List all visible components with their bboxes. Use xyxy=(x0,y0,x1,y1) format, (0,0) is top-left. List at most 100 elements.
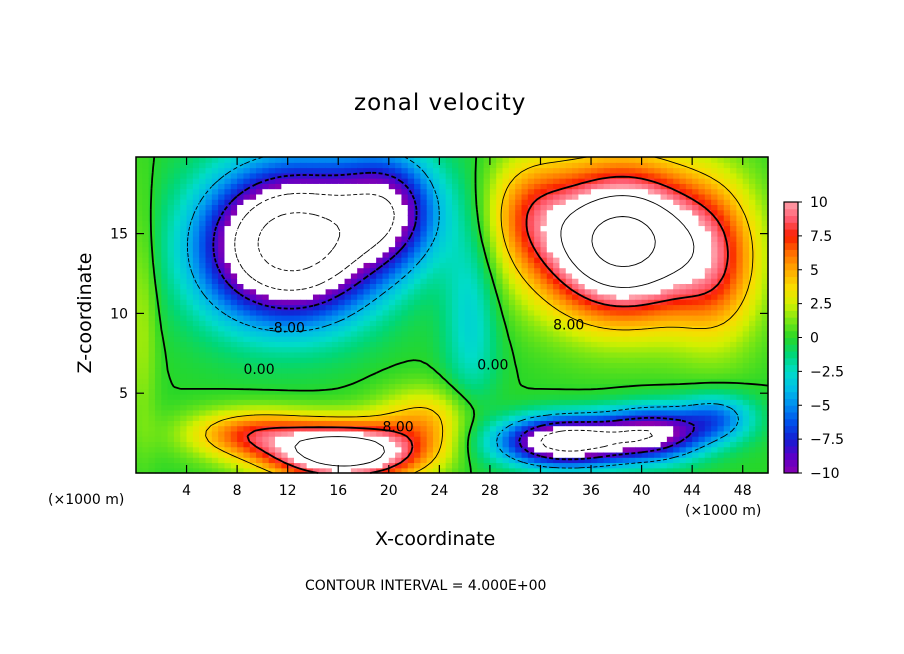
heatmap-cell xyxy=(496,246,504,253)
heatmap-cell xyxy=(628,367,636,374)
heatmap-cell xyxy=(344,446,352,453)
heatmap-cell xyxy=(654,451,662,458)
heatmap-cell xyxy=(641,320,649,327)
heatmap-cell xyxy=(306,346,314,353)
heatmap-cell xyxy=(565,246,573,253)
heatmap-cell xyxy=(433,241,440,248)
heatmap-cell xyxy=(395,209,403,216)
heatmap-cell xyxy=(515,351,523,358)
heatmap-cell xyxy=(439,320,447,327)
heatmap-cell xyxy=(426,441,434,448)
heatmap-cell xyxy=(654,241,662,248)
heatmap-cell xyxy=(376,420,384,427)
heatmap-cell xyxy=(363,357,371,363)
heatmap-cell xyxy=(243,399,251,406)
heatmap-cell xyxy=(230,320,238,327)
heatmap-cell xyxy=(628,309,636,316)
heatmap-cell xyxy=(420,204,428,211)
heatmap-cell xyxy=(635,420,643,427)
heatmap-cell xyxy=(180,283,188,290)
heatmap-cell xyxy=(344,341,352,348)
heatmap-cell xyxy=(508,325,516,332)
heatmap-cell xyxy=(199,178,207,184)
heatmap-cell xyxy=(508,225,516,232)
heatmap-cell xyxy=(433,367,440,374)
heatmap-cell xyxy=(161,336,169,342)
heatmap-cell xyxy=(287,288,295,295)
heatmap-cell xyxy=(515,441,523,448)
heatmap-cell xyxy=(628,399,636,406)
heatmap-cell xyxy=(508,230,516,237)
heatmap-cell xyxy=(199,251,207,258)
heatmap-cell xyxy=(224,299,232,306)
heatmap-cell xyxy=(635,167,643,174)
heatmap-cell xyxy=(325,346,333,353)
heatmap-cell xyxy=(268,183,276,190)
heatmap-cell xyxy=(553,251,561,258)
heatmap-cell xyxy=(325,246,333,253)
heatmap-cell xyxy=(584,236,592,242)
heatmap-cell xyxy=(445,267,453,274)
heatmap-cell xyxy=(230,415,238,421)
heatmap-cell xyxy=(546,283,554,290)
heatmap-cell xyxy=(641,357,649,363)
heatmap-cell xyxy=(154,346,162,353)
heatmap-cell xyxy=(256,214,263,221)
heatmap-cell xyxy=(426,415,434,421)
heatmap-cell xyxy=(243,336,251,342)
heatmap-cell xyxy=(142,420,150,427)
heatmap-cell xyxy=(603,388,611,395)
heatmap-cell xyxy=(603,251,611,258)
heatmap-cell xyxy=(489,178,497,184)
heatmap-cell xyxy=(275,336,282,342)
heatmap-cell xyxy=(572,220,579,227)
heatmap-cell xyxy=(426,372,434,379)
heatmap-cell xyxy=(553,304,561,311)
heatmap-cell xyxy=(173,188,181,195)
heatmap-cell xyxy=(477,330,485,337)
heatmap-cell xyxy=(401,436,409,442)
heatmap-cell xyxy=(483,157,491,163)
heatmap-cell xyxy=(553,409,561,416)
heatmap-cell xyxy=(243,272,251,279)
heatmap-cell xyxy=(325,404,333,411)
heatmap-cell xyxy=(553,178,561,184)
heatmap-cell xyxy=(578,214,586,221)
heatmap-cell xyxy=(641,388,649,395)
heatmap-cell xyxy=(369,167,377,174)
heatmap-cell xyxy=(470,278,478,284)
heatmap-cell xyxy=(578,209,586,216)
heatmap-cell xyxy=(597,278,605,284)
heatmap-cell xyxy=(218,378,226,385)
heatmap-cell xyxy=(414,236,421,242)
heatmap-cell xyxy=(401,220,409,227)
heatmap-cell xyxy=(584,457,592,464)
heatmap-cell xyxy=(527,372,535,379)
heatmap-cell xyxy=(186,420,194,427)
heatmap-cell xyxy=(256,341,263,348)
heatmap-cell xyxy=(546,188,554,195)
heatmap-cell xyxy=(616,193,624,200)
heatmap-cell xyxy=(515,425,523,432)
heatmap-cell xyxy=(616,172,624,179)
heatmap-cell xyxy=(376,251,384,258)
heatmap-cell xyxy=(572,178,579,184)
heatmap-cell xyxy=(388,446,396,453)
heatmap-cell xyxy=(660,394,668,400)
heatmap-cell xyxy=(199,309,207,316)
heatmap-cell xyxy=(319,309,327,316)
heatmap-cell xyxy=(401,315,409,321)
heatmap-cell xyxy=(622,362,630,369)
heatmap-cell xyxy=(489,220,497,227)
heatmap-cell xyxy=(338,162,346,169)
heatmap-cell xyxy=(470,388,478,395)
heatmap-cell xyxy=(173,330,181,337)
heatmap-cell xyxy=(136,367,143,374)
heatmap-cell xyxy=(312,225,320,232)
heatmap-cell xyxy=(527,462,535,469)
heatmap-cell xyxy=(256,467,263,474)
heatmap-cell xyxy=(148,420,156,427)
heatmap-cell xyxy=(287,467,295,474)
heatmap-cell xyxy=(319,394,327,400)
heatmap-cell xyxy=(578,388,586,395)
